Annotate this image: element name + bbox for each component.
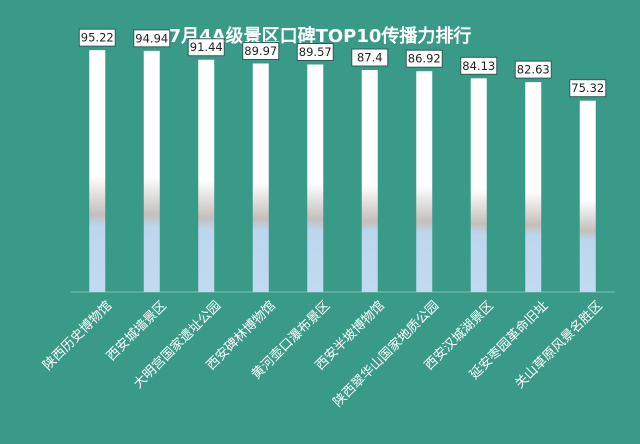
bar [416, 71, 433, 292]
x-tick-label: 陕西历史博物馆 [40, 298, 115, 373]
data-label: 94.94 [135, 31, 168, 45]
data-label: 75.32 [571, 81, 604, 95]
bar [252, 63, 269, 293]
chart-title: 7月4A级景区口碑TOP10传播力排行 [169, 25, 472, 47]
bar [579, 100, 596, 293]
data-label-box [133, 29, 171, 48]
bar [143, 50, 160, 292]
data-label: 82.63 [517, 63, 550, 77]
data-label-box [405, 49, 443, 68]
x-tick-label: 关山草原风景名胜区 [512, 298, 606, 392]
x-tick-label: 大明宫国家遗址公园 [130, 298, 224, 392]
data-label: 87.4 [357, 51, 383, 65]
data-label-box [242, 41, 280, 60]
bar [361, 70, 378, 292]
data-label: 95.22 [81, 31, 114, 45]
bar [198, 59, 215, 292]
data-label: 89.57 [299, 45, 332, 59]
data-label: 89.97 [244, 44, 277, 58]
data-label: 84.13 [462, 59, 495, 73]
category-labels-group: 陕西历史博物馆西安城墙景区大明宫国家遗址公园西安碑林博物馆黄河壶口瀑布景区西安半… [40, 298, 605, 410]
bar [470, 78, 487, 292]
data-label-box [569, 79, 607, 98]
data-label-box [187, 38, 225, 57]
data-label-box [296, 42, 334, 61]
data-label-box [514, 60, 552, 79]
data-label-box [351, 48, 389, 67]
data-label: 91.44 [190, 40, 223, 54]
data-label-box [78, 28, 116, 47]
value-labels-group: 95.22 94.94 91.44 89.97 89.57 87.4 86.92 84.13 8… [78, 28, 607, 98]
bar [525, 82, 542, 292]
bar [89, 50, 106, 292]
bar [307, 64, 324, 292]
data-label-box [460, 56, 498, 75]
x-tick-label: 陕西翠华山国家地质公园 [330, 298, 442, 410]
bars-group [89, 50, 596, 293]
data-label: 86.92 [408, 52, 441, 66]
